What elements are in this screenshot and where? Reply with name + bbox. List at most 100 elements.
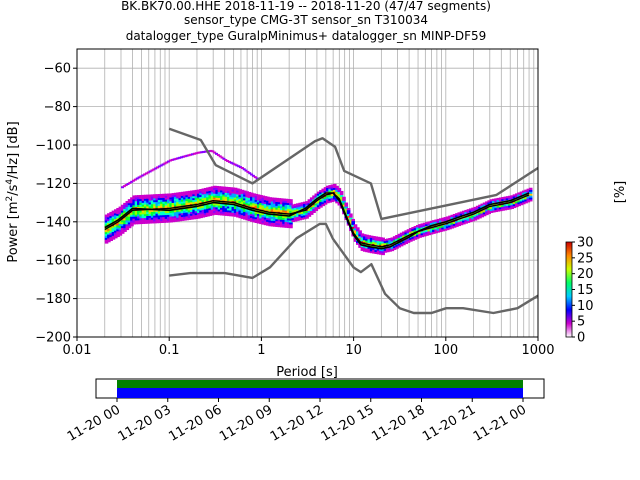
psd-cell [153,209,157,212]
x-tick-label: 1 [257,343,265,358]
psd-cell [194,189,199,193]
psd-cell [137,220,141,223]
psd-cell [187,154,191,157]
psd-cell [107,234,111,237]
psd-cell [111,229,116,232]
psd-cell [222,198,226,201]
psd-cell [409,229,413,233]
psd-cell [179,156,183,159]
psd-cell [190,215,194,218]
psd-cell [406,238,411,241]
psd-cell [183,155,187,158]
psd-cell [266,206,270,209]
psd-cell [309,212,314,215]
psd-cell [187,211,192,215]
psd-cell [245,204,249,207]
psd-cell [240,166,244,169]
psd-cell [146,202,150,205]
psd-cell [498,199,503,202]
psd-cell [249,211,254,215]
psd-cell [355,234,360,238]
psd-cell [524,197,528,200]
psd-cell [196,151,200,154]
psd-cell [305,208,309,212]
psd-cell [411,228,415,232]
psd-cell [510,204,515,208]
psd-cell [277,205,282,208]
psd-cell [137,176,141,179]
psd-cell [220,195,224,199]
psd-cell [501,206,505,209]
psd-cell [491,200,496,203]
psd-cell [240,216,245,219]
psd-cell [224,190,229,193]
psd-cell [162,220,166,223]
psd-cell [162,201,166,204]
psd-cell [383,239,388,242]
psd-cell [397,233,402,236]
psd-cell [284,217,289,221]
psd-cell [252,201,256,204]
psd-cell [166,218,171,221]
psd-cell [192,199,196,203]
psd-cell [111,231,116,234]
colorbar-label: [%] [613,181,628,204]
psd-cell [143,204,148,207]
psd-cell [360,235,365,238]
psd-cell [233,199,238,202]
psd-cell [425,231,429,234]
psd-cell [526,198,531,201]
psd-cell [155,209,160,212]
psd-cell [256,219,261,222]
psd-cell [220,211,224,214]
psd-cell [362,241,367,245]
psd-cell [203,191,208,194]
psd-cell [263,205,268,208]
psd-cell [247,216,252,220]
psd-cell [141,194,146,198]
psd-cell [351,224,355,227]
psd-cell [226,210,231,213]
psd-cell [418,227,422,231]
psd-cell [473,216,478,219]
psd-cell [432,222,436,225]
psd-cell [198,151,202,154]
psd-cell [413,237,418,240]
psd-cell [155,215,160,218]
psd-cell [252,195,256,198]
psd-cell [284,208,289,211]
axis-ticks: 0.01 0.1 1 10 100 1000−200−180−160−140−120−10… [35,62,554,358]
psd-cell [279,215,284,218]
psd-cell [239,166,243,169]
psd-cell [217,209,222,212]
psd-cell [240,191,245,194]
psd-cell [413,233,418,236]
psd-cell [150,169,154,172]
psd-cell [443,218,448,222]
psd-cell [233,197,238,200]
psd-cell [314,193,319,196]
psd-cell [199,210,203,213]
psd-cell [107,217,111,220]
psd-cell [222,213,226,216]
psd-cell [148,211,153,214]
psd-cell [259,218,263,221]
psd-cell [256,221,261,224]
psd-cell [148,219,153,222]
psd-cell [406,233,411,236]
psd-cell [254,205,259,208]
psd-cell [247,191,252,195]
psd-cell [425,224,429,227]
psd-cell [309,197,314,200]
psd-cell [201,194,206,197]
psd-cell [169,212,173,215]
psd-cell [367,248,372,251]
psd-cell [360,237,365,240]
psd-cell [196,199,201,202]
psd-cell [427,231,432,234]
psd-cell [236,196,240,199]
time-tick-label: 11-20 09 [217,402,275,444]
psd-cell [137,216,141,219]
psd-cell [268,220,273,223]
psd-cell [137,214,141,217]
